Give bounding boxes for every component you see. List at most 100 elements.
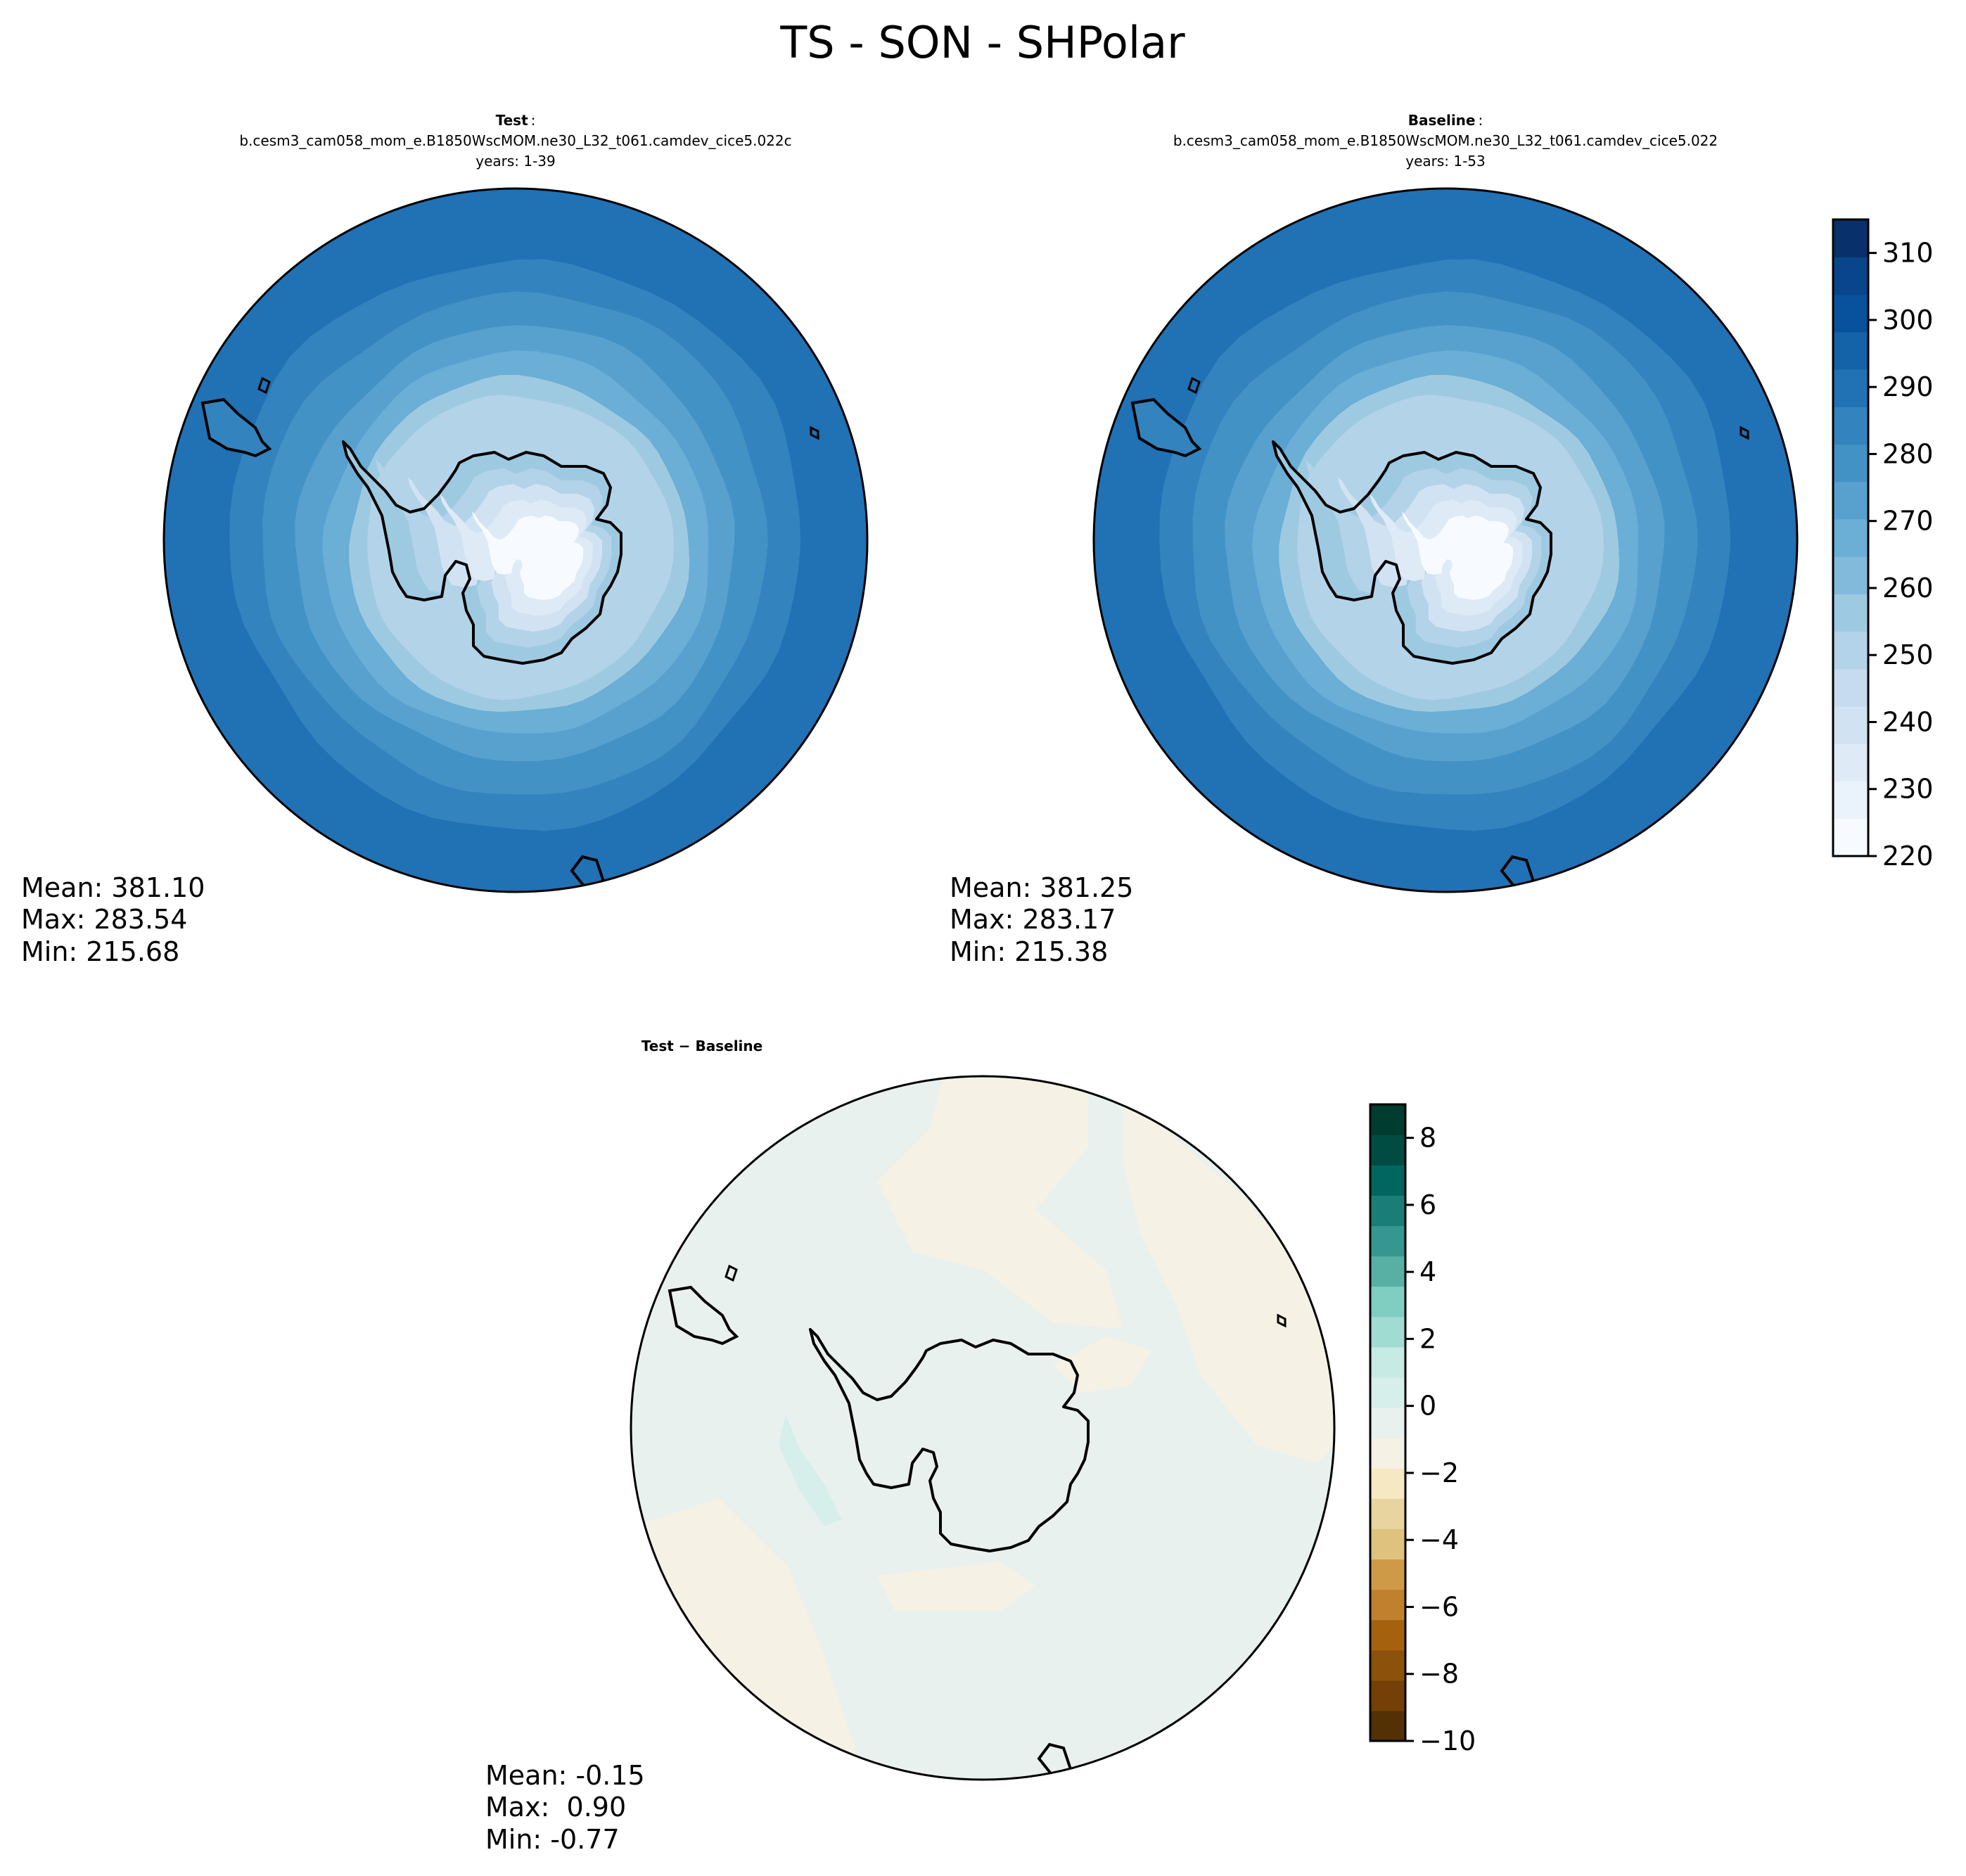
difference-colorbar-tick-label: 8 [1419, 1123, 1436, 1154]
baseline-max: Max: 283.17 [950, 904, 1116, 935]
difference-map-fill [631, 1076, 1334, 1780]
difference-colorbar-segment [1370, 1377, 1405, 1408]
difference-map-boundary [630, 1075, 1336, 1781]
absolute-colorbar-tick-label: 300 [1882, 305, 1934, 336]
difference-negative-region [877, 1076, 1123, 1329]
test-mean: Mean: 381.10 [21, 872, 205, 903]
absolute-colorbar-tick-label: 220 [1882, 841, 1934, 872]
baseline-case-name: b.cesm3_cam058_mom_e.B1850WscMOM.ne30_L3… [1173, 132, 1718, 149]
test-map [162, 187, 869, 893]
difference-positive-region [779, 1414, 842, 1526]
difference-colorbar-segment [1370, 1225, 1405, 1257]
baseline-panel-heading: Baseline: [1408, 112, 1483, 129]
test-antarctica-coastline [342, 440, 623, 665]
baseline-panel-label: Baseline [1408, 112, 1476, 129]
absolute-colorbar-segment [1833, 518, 1868, 557]
difference-colorbar-segment [1370, 1650, 1405, 1681]
baseline-island-coastline [1740, 426, 1749, 440]
absolute-colorbar-tick-label: 240 [1882, 706, 1934, 737]
difference-colorbar-segment [1370, 1316, 1405, 1348]
difference-colorbar-segment [1370, 1529, 1405, 1560]
difference-south-america-coastline [668, 1285, 739, 1346]
difference-colorbar-segment [1370, 1710, 1405, 1742]
absolute-colorbar-segment [1833, 444, 1868, 483]
test-island-coastline [810, 426, 819, 440]
difference-colorbar-segment [1370, 1165, 1405, 1196]
difference-colorbar-frame [1369, 1103, 1407, 1742]
test-min: Min: 215.68 [21, 936, 179, 967]
difference-colorbar-tick-label: −6 [1419, 1591, 1459, 1622]
test-panel-separator: : [531, 112, 536, 129]
baseline-years: years: 1-53 [1405, 153, 1486, 170]
difference-colorbar-segment [1370, 1135, 1405, 1166]
test-island-coastline [257, 376, 271, 395]
absolute-colorbar-frame [1832, 218, 1870, 857]
absolute-colorbar-segment [1833, 369, 1868, 407]
absolute-colorbar-tick-label: 230 [1882, 774, 1934, 805]
test-map-boundary [162, 187, 869, 893]
difference-colorbar-tick-label: −10 [1419, 1725, 1476, 1756]
difference-colorbar-segment [1370, 1256, 1405, 1287]
absolute-colorbar-segment [1833, 818, 1868, 857]
absolute-colorbar-segment [1833, 481, 1868, 520]
difference-mean: Mean: -0.15 [485, 1760, 645, 1791]
absolute-colorbar-segment [1833, 219, 1868, 257]
baseline-mean: Mean: 381.25 [950, 872, 1133, 903]
absolute-colorbar-segment [1833, 706, 1868, 744]
baseline-min: Min: 215.38 [950, 936, 1108, 967]
test-south-america-fill [203, 400, 269, 456]
absolute-colorbar-tick-label: 250 [1882, 639, 1934, 670]
absolute-colorbar-segment [1833, 257, 1868, 295]
difference-min: Min: -0.77 [485, 1824, 620, 1855]
baseline-antarctica-coastline [1272, 440, 1552, 665]
baseline-map [1092, 187, 1799, 893]
test-panel-heading: Test: [496, 112, 536, 129]
absolute-colorbar-segment [1833, 294, 1868, 333]
test-max: Max: 283.54 [21, 904, 187, 935]
difference-map [630, 1075, 1336, 1781]
difference-colorbar-segment [1370, 1104, 1405, 1135]
difference-negative-region [1123, 1094, 1334, 1463]
baseline-ice-contour [1402, 511, 1513, 600]
difference-colorbar-segment [1370, 1438, 1405, 1469]
baseline-south-america-coastline [1130, 397, 1202, 458]
difference-colorbar-segment [1370, 1619, 1405, 1651]
difference-colorbar-tick-label: 0 [1419, 1391, 1436, 1422]
baseline-map-fill [1094, 189, 1797, 892]
absolute-colorbar: 220 230 240 250 260 270 280 290 300 310 [1832, 218, 1934, 872]
difference-colorbar-segment [1370, 1468, 1405, 1499]
absolute-colorbar-tick-label: 310 [1882, 238, 1934, 269]
absolute-colorbar-segment [1833, 407, 1868, 445]
absolute-colorbar-segment [1833, 781, 1868, 819]
test-years: years: 1-39 [475, 153, 556, 170]
difference-colorbar-tick-label: −8 [1419, 1659, 1459, 1690]
absolute-colorbar-tick-label: 280 [1882, 438, 1934, 469]
test-ice-contour [472, 511, 583, 600]
difference-colorbar-tick-label: −2 [1419, 1457, 1459, 1488]
absolute-colorbar-tick-label: 290 [1882, 371, 1934, 402]
difference-colorbar-segment [1370, 1195, 1405, 1226]
difference-colorbar-segment [1370, 1559, 1405, 1590]
difference-colorbar-segment [1370, 1346, 1405, 1378]
difference-antarctica-coastline [809, 1328, 1090, 1552]
difference-colorbar-segment [1370, 1589, 1405, 1621]
test-case-name: b.cesm3_cam058_mom_e.B1850WscMOM.ne30_L3… [239, 132, 791, 149]
difference-max: Max: 0.90 [485, 1792, 626, 1823]
difference-colorbar-segment [1370, 1407, 1405, 1438]
baseline-south-america-fill [1132, 400, 1199, 456]
absolute-colorbar-segment [1833, 331, 1868, 370]
difference-island-coastline [1277, 1313, 1287, 1328]
absolute-colorbar-segment [1833, 594, 1868, 632]
difference-colorbar-tick-label: −4 [1419, 1524, 1459, 1555]
test-map-fill [164, 189, 867, 892]
absolute-colorbar-segment [1833, 556, 1868, 594]
absolute-colorbar-segment [1833, 744, 1868, 782]
difference-colorbar-tick-label: 6 [1419, 1189, 1436, 1220]
difference-island-coastline [725, 1264, 738, 1282]
test-panel-label: Test [496, 112, 528, 129]
absolute-colorbar-tick-label: 270 [1882, 506, 1934, 537]
figure-title: TS - SON - SHPolar [779, 17, 1185, 68]
baseline-island-coastline [1187, 376, 1201, 395]
